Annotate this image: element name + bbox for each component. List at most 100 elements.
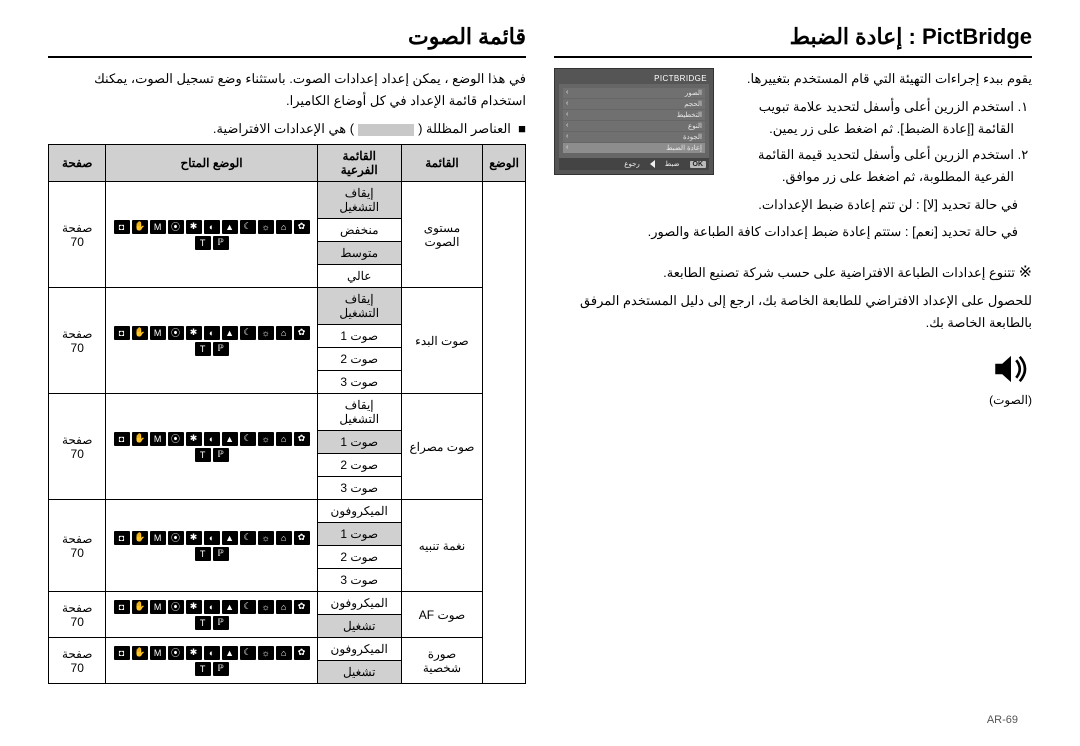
menu-row: الجودة› [563, 132, 705, 142]
mode-icon: M [150, 220, 166, 234]
mode-icon: ▲ [222, 531, 238, 545]
mode-icon: ⦿ [168, 646, 184, 660]
mode-icon: ⌂ [276, 531, 292, 545]
table-header-row: الوضع القائمة القائمة الفرعية الوضع المت… [49, 145, 526, 182]
mode-icon: M [150, 646, 166, 660]
mode-icon: ◘ [114, 220, 130, 234]
menu-cell: صوت البدء [401, 288, 483, 394]
mode-icon: ◘ [114, 326, 130, 340]
mode-icon: ✿ [294, 326, 310, 340]
submenu-cell: صوت 2 [317, 348, 401, 371]
mode-icon: ⦿ [168, 220, 184, 234]
submenu-cell: صوت 3 [317, 569, 401, 592]
submenu-cell: صوت 2 [317, 546, 401, 569]
col-submenu: القائمة الفرعية [317, 145, 401, 182]
mode-cell [483, 182, 526, 684]
mode-icons-cell: ◘✋M⦿✱◐▲☾☼⌂✿Tℙ [106, 394, 317, 500]
mode-icon: ✱ [186, 326, 202, 340]
mode-icon: ☾ [240, 646, 256, 660]
mode-icon: ◘ [114, 531, 130, 545]
menu-row: الحجم› [563, 99, 705, 109]
mode-icon: ✋ [132, 646, 148, 660]
menu-row: النوع› [563, 121, 705, 131]
mode-icon: ☾ [240, 600, 256, 614]
mode-icon: M [150, 531, 166, 545]
mode-icon: ☼ [258, 531, 274, 545]
mode-icon: M [150, 326, 166, 340]
table-row: صوت مصراعإيقاف التشغيل◘✋M⦿✱◐▲☾☼⌂✿Tℙصفحة … [49, 394, 526, 431]
sound-intro: في هذا الوضع ، يمكن إعداد إعدادات الصوت.… [48, 68, 526, 112]
mode-icon: ◘ [114, 432, 130, 446]
mode-icon: ◐ [204, 600, 220, 614]
back-arrow-icon [650, 160, 655, 168]
menu-row-active: إعادة الضبط› [563, 143, 705, 153]
choice-no: في حالة تحديد [لا] : لن تتم إعادة ضبط ال… [554, 194, 1032, 216]
submenu-cell: صوت 1 [317, 325, 401, 348]
mode-icon: ◐ [204, 531, 220, 545]
menu-cell: نغمة تنبيه [401, 500, 483, 592]
mode-icon: ✱ [186, 432, 202, 446]
mode-icons-cell: ◘✋M⦿✱◐▲☾☼⌂✿Tℙ [106, 182, 317, 288]
legend: ■ العناصر المظللة () هي الإعدادات الافتر… [48, 118, 526, 140]
table-row: صوت البدءإيقاف التشغيل◘✋M⦿✱◐▲☾☼⌂✿Tℙصفحة … [49, 288, 526, 325]
page-ref-cell: صفحة 70 [49, 500, 106, 592]
page-ref-cell: صفحة 70 [49, 638, 106, 684]
col-mode: الوضع [483, 145, 526, 182]
mode-icon: ✱ [186, 220, 202, 234]
mode-icon: ℙ [213, 448, 229, 462]
screenshot-footer: OK ضبط رجوع [559, 158, 709, 170]
mode-icon: ⌂ [276, 432, 292, 446]
submenu-cell: الميكروفون [317, 500, 401, 523]
legend-swatch-icon [358, 124, 414, 136]
pictbridge-title: PictBridge : إعادة الضبط [554, 24, 1032, 58]
menu-cell: صورة شخصية [401, 638, 483, 684]
mode-icons-cell: ◘✋M⦿✱◐▲☾☼⌂✿Tℙ [106, 500, 317, 592]
menu-row: التخطيط› [563, 110, 705, 120]
submenu-cell: تشغيل [317, 615, 401, 638]
mode-icon: T [195, 547, 211, 561]
table-row: صورة شخصيةالميكروفون◘✋M⦿✱◐▲☾☼⌂✿Tℙصفحة 70 [49, 638, 526, 661]
page-ref-cell: صفحة 70 [49, 182, 106, 288]
submenu-cell: عالي [317, 265, 401, 288]
mode-icons-cell: ◘✋M⦿✱◐▲☾☼⌂✿Tℙ [106, 638, 317, 684]
submenu-cell: صوت 1 [317, 523, 401, 546]
note-mark-icon: ※ [1019, 264, 1032, 281]
mode-icon: ℙ [213, 342, 229, 356]
mode-icon: M [150, 432, 166, 446]
submenu-cell: صوت 3 [317, 371, 401, 394]
submenu-cell: الميكروفون [317, 592, 401, 615]
submenu-cell: إيقاف التشغيل [317, 288, 401, 325]
mode-icon: ◐ [204, 326, 220, 340]
mode-icons-cell: ◘✋M⦿✱◐▲☾☼⌂✿Tℙ [106, 592, 317, 638]
mode-icon: ✿ [294, 531, 310, 545]
mode-icons-cell: ◘✋M⦿✱◐▲☾☼⌂✿Tℙ [106, 288, 317, 394]
submenu-cell: صوت 3 [317, 477, 401, 500]
mode-icon: ⌂ [276, 326, 292, 340]
mode-icon: ▲ [222, 220, 238, 234]
mode-icon: ℙ [213, 616, 229, 630]
mode-icon: ▲ [222, 600, 238, 614]
menu-row: الصور› [563, 88, 705, 98]
table-row: صوت AFالميكروفون◘✋M⦿✱◐▲☾☼⌂✿Tℙصفحة 70 [49, 592, 526, 615]
mode-icon: ⦿ [168, 432, 184, 446]
mode-icon: ☼ [258, 326, 274, 340]
mode-icon: ✿ [294, 432, 310, 446]
mode-icon: ℙ [213, 236, 229, 250]
mode-icon: ✿ [294, 600, 310, 614]
mode-icon: ⦿ [168, 600, 184, 614]
mode-icon: ✿ [294, 646, 310, 660]
mode-icon: ☾ [240, 220, 256, 234]
menu-cell: مستوى الصوت [401, 182, 483, 288]
choice-yes: في حالة تحديد [نعم] : ستتم إعادة ضبط إعد… [554, 221, 1032, 243]
col-page: صفحة [49, 145, 106, 182]
sound-menu-table: الوضع القائمة القائمة الفرعية الوضع المت… [48, 144, 526, 684]
mode-icon: ◐ [204, 432, 220, 446]
mode-icon: ◘ [114, 646, 130, 660]
speaker-icon-block: (الصوت) [554, 348, 1032, 407]
mode-icon: ✋ [132, 326, 148, 340]
mode-icon: ▲ [222, 432, 238, 446]
mode-icon: ℙ [213, 662, 229, 676]
mode-icon: T [195, 342, 211, 356]
mode-icon: T [195, 448, 211, 462]
mode-icon: ⌂ [276, 646, 292, 660]
